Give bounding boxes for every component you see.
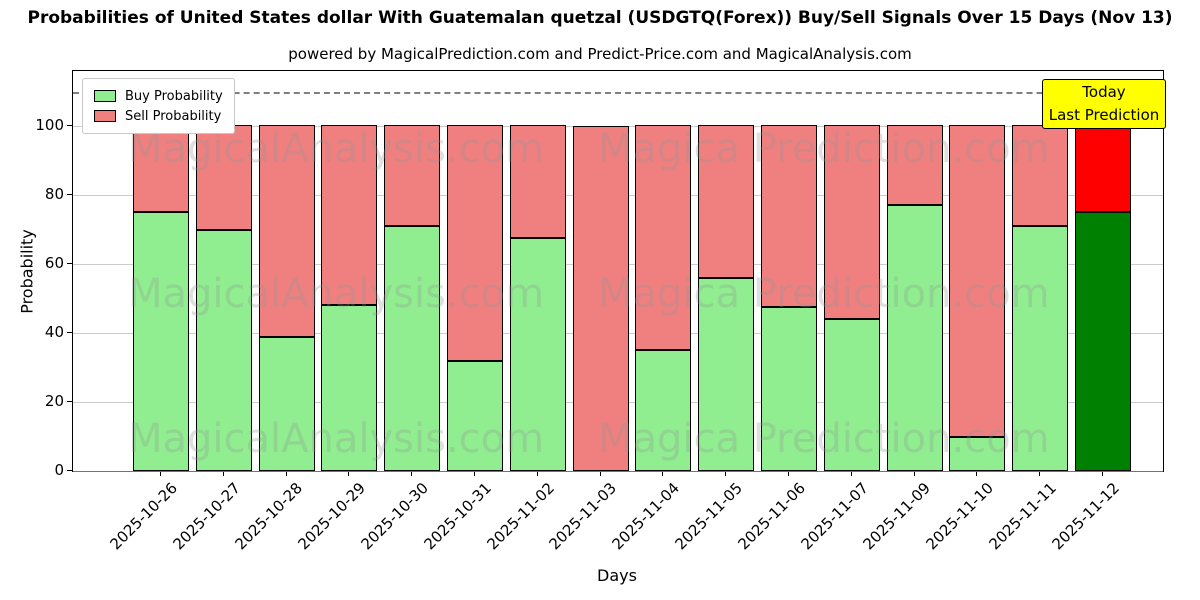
y-tick — [67, 194, 72, 196]
x-tick-label: 2025-11-04 — [608, 479, 684, 554]
y-tick-label: 60 — [44, 254, 64, 273]
today-annotation-line2: Last Prediction — [1048, 106, 1160, 124]
upper-dashed-line — [73, 91, 1163, 94]
buy-color-swatch — [94, 90, 116, 102]
x-tick — [725, 472, 727, 476]
y-tick — [67, 401, 72, 403]
y-tick — [67, 332, 72, 334]
x-tick-label: 2025-10-31 — [420, 479, 495, 554]
x-tick — [850, 472, 852, 476]
legend: Buy Probability Sell Probability — [82, 78, 235, 134]
bar-segment-sell — [635, 125, 692, 351]
x-tick — [976, 472, 978, 476]
bar-segment-sell — [258, 125, 315, 337]
bar-segment-buy — [384, 226, 441, 471]
watermark-text: Magica Prediction.com — [598, 126, 1050, 172]
gridline — [73, 471, 1163, 472]
bar-segment-buy — [447, 360, 503, 471]
y-tick — [67, 470, 72, 471]
bar-segment-sell — [1012, 125, 1069, 227]
watermark-text: Magica Prediction.com — [598, 416, 1050, 462]
chart-title: Probabilities of United States dollar Wi… — [27, 8, 1173, 28]
bar-segment-buy — [195, 229, 252, 471]
bar-segment-buy — [886, 205, 943, 471]
x-tick — [913, 472, 915, 476]
x-tick-label: 2025-11-12 — [1048, 479, 1123, 554]
chart-subtitle: powered by MagicalPrediction.com and Pre… — [288, 45, 912, 63]
y-tick-label: 40 — [44, 323, 64, 342]
x-tick — [662, 472, 664, 476]
legend-item-buy: Buy Probability — [94, 86, 223, 106]
legend-label-buy: Buy Probability — [125, 88, 223, 104]
x-tick-label: 2025-11-10 — [922, 479, 998, 554]
bar-segment-sell — [572, 126, 629, 471]
bar-segment-sell — [1075, 125, 1131, 213]
legend-item-sell: Sell Probability — [94, 106, 223, 126]
watermark-text: Magica Prediction.com — [598, 271, 1050, 317]
x-tick-label: 2025-11-11 — [985, 479, 1060, 554]
watermark-text: MagicalAnalysis.com — [128, 271, 545, 317]
x-tick — [348, 472, 350, 476]
bar-segment-sell — [761, 125, 817, 308]
plot-area: MagicalAnalysis.com Magica Prediction.com… — [72, 70, 1164, 472]
x-tick-label: 2025-10-26 — [106, 479, 181, 554]
legend-label-sell: Sell Probability — [125, 108, 222, 124]
bar-segment-sell — [698, 125, 755, 278]
bar-segment-sell — [447, 125, 503, 361]
x-tick — [222, 472, 224, 476]
x-tick — [1039, 472, 1041, 476]
bar-segment-buy — [698, 277, 755, 471]
x-tick — [411, 472, 413, 476]
x-tick — [788, 472, 789, 476]
x-tick — [160, 472, 161, 476]
bar-segment-sell — [133, 125, 189, 213]
x-tick-label: 2025-11-06 — [734, 479, 809, 554]
bar-segment-sell — [509, 125, 566, 239]
today-annotation: Today Last Prediction — [1042, 79, 1166, 129]
x-tick-label: 2025-10-30 — [357, 479, 432, 554]
bar-segment-buy — [761, 307, 817, 471]
bar-segment-buy — [823, 319, 880, 471]
bar-segment-sell — [823, 125, 880, 320]
y-tick — [67, 263, 72, 265]
x-tick-label: 2025-10-29 — [294, 479, 370, 554]
bar-segment-sell — [384, 125, 441, 227]
y-tick-label: 80 — [44, 185, 64, 204]
bar-segment-buy — [321, 305, 378, 471]
x-tick-label: 2025-11-05 — [671, 479, 746, 554]
bar-segment-sell — [195, 125, 252, 230]
y-tick-label: 20 — [44, 392, 64, 411]
y-tick-label: 100 — [35, 116, 64, 135]
x-tick — [536, 472, 538, 476]
bar-segment-buy — [133, 212, 189, 471]
today-annotation-line1: Today — [1082, 83, 1126, 101]
y-tick — [67, 125, 72, 127]
watermark-text: MagicalAnalysis.com — [128, 416, 545, 462]
x-tick — [474, 472, 475, 476]
bar-segment-buy — [258, 336, 315, 471]
x-tick — [1102, 472, 1103, 476]
bar-segment-sell — [321, 125, 378, 306]
bar-segment-buy — [1075, 212, 1131, 471]
bar-segment-buy — [1012, 226, 1069, 471]
y-tick-label: 0 — [54, 461, 64, 479]
bar-segment-buy — [949, 436, 1006, 471]
bar-segment-sell — [949, 125, 1006, 437]
bar-segment-buy — [509, 238, 566, 471]
bar-segment-buy — [635, 350, 692, 471]
bar-segment-sell — [886, 125, 943, 206]
x-tick — [599, 472, 601, 476]
sell-color-swatch — [94, 110, 116, 122]
x-tick — [285, 472, 287, 476]
x-axis-label: Days — [597, 566, 637, 585]
